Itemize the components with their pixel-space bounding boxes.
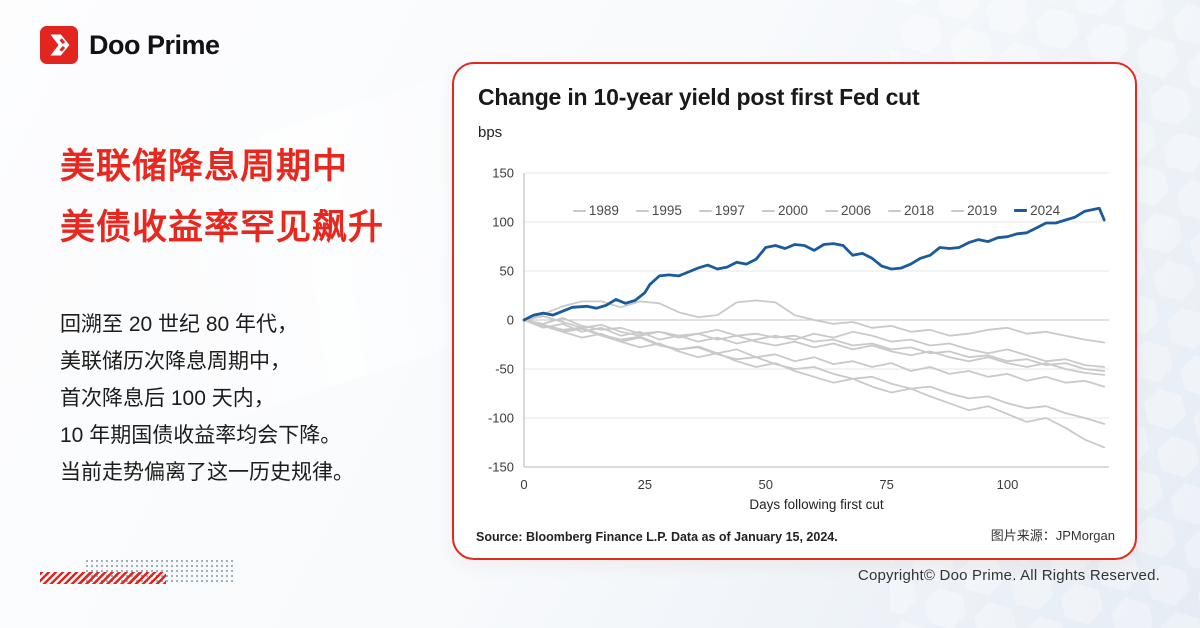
chart-footer: Source: Bloomberg Finance L.P. Data as o… <box>476 525 1115 544</box>
image-credit: 图片来源：JPMorgan <box>990 528 1115 543</box>
series-line-2006 <box>523 315 1106 376</box>
red-stripe-decoration <box>40 572 166 584</box>
legend-label: 2006 <box>841 203 872 218</box>
headline-line-1: 美联储降息周期中 <box>60 147 349 186</box>
x-tick-label-75: 75 <box>879 477 893 492</box>
series-line-2018 <box>523 319 1106 425</box>
source-note: Source: Bloomberg Finance L.P. Data as o… <box>476 530 838 544</box>
legend-label: 2024 <box>1030 203 1061 218</box>
series-line-2019 <box>523 319 1106 449</box>
y-tick-label-50: 50 <box>500 264 514 279</box>
headline-line-2: 美债收益率罕见飙升 <box>60 208 385 247</box>
y-tick-label--50: -50 <box>495 362 514 377</box>
y-tick-label-150: 150 <box>492 166 514 181</box>
legend-swatch <box>888 209 902 212</box>
chart-unit-label: bps <box>478 124 503 141</box>
legend-item-2019: 2019 <box>951 203 997 218</box>
headline: 美联储降息周期中 美债收益率罕见飙升 <box>60 136 384 258</box>
series-line-1997 <box>523 299 1106 344</box>
legend-swatch <box>1014 209 1028 212</box>
chart-card: Change in 10-year yield post first Fed c… <box>452 62 1137 560</box>
y-tick-label--150: -150 <box>488 460 514 475</box>
intro-line-2: 美联储历次降息周期中， <box>60 350 291 373</box>
legend-item-2000: 2000 <box>761 203 808 218</box>
copyright-note: Copyright© Doo Prime. All Rights Reserve… <box>857 567 1160 584</box>
doo-prime-logo: Doo Prime <box>40 26 220 64</box>
doo-prime-logo-icon <box>40 26 78 64</box>
legend-swatch <box>572 209 586 212</box>
series-line-1989 <box>523 319 1106 368</box>
legend-label: 1995 <box>651 203 682 218</box>
legend-item-1997: 1997 <box>698 203 745 218</box>
legend-label: 1989 <box>588 203 619 218</box>
intro-line-5: 当前走势偏离了这一历史规律。 <box>60 461 354 484</box>
line-chart: 150 100 50 0 -50 -100 -150 0 25 50 75 100 Days follo… <box>488 166 1109 512</box>
legend-label: 2000 <box>777 203 808 218</box>
y-tick-label-0: 0 <box>507 313 514 328</box>
legend-item-2006: 2006 <box>825 203 871 218</box>
series-line-2024 <box>522 206 1106 322</box>
legend-item-2024: 2024 <box>1014 203 1060 218</box>
chart-title: Change in 10-year yield post first Fed c… <box>478 84 920 110</box>
legend-label: 2019 <box>967 203 998 218</box>
legend-swatch <box>825 209 838 212</box>
legend-swatch <box>951 209 965 212</box>
intro-line-3: 首次降息后 100 天内， <box>60 387 275 410</box>
intro-paragraph: 回溯至 20 世纪 80 年代， 美联储历次降息周期中， 首次降息后 100 天… <box>60 306 354 491</box>
legend-swatch <box>698 209 712 212</box>
legend-swatch <box>635 209 649 212</box>
x-tick-label-25: 25 <box>638 477 652 492</box>
series-line-1995 <box>523 317 1106 372</box>
logo-wordmark: Doo Prime <box>89 29 220 60</box>
legend-item-2018: 2018 <box>888 203 934 218</box>
chart-legend: 1989 1995 1997 2000 2006 2018 2019 2024 <box>524 203 1109 218</box>
x-tick-label-0: 0 <box>520 477 527 492</box>
y-tick-label--100: -100 <box>488 411 514 426</box>
intro-line-4: 10 年期国债收益率均会下降。 <box>60 424 342 447</box>
legend-swatch <box>761 209 775 212</box>
x-tick-label-100: 100 <box>997 477 1019 492</box>
legend-item-1995: 1995 <box>635 203 682 218</box>
intro-line-1: 回溯至 20 世纪 80 年代， <box>60 313 299 336</box>
x-axis-label: Days following first cut <box>749 497 884 512</box>
legend-label: 1997 <box>714 203 745 218</box>
x-tick-label-50: 50 <box>759 477 773 492</box>
chart-area: 150 100 50 0 -50 -100 -150 0 25 50 75 100 Days follo… <box>476 143 1115 520</box>
legend-label: 2018 <box>904 203 935 218</box>
legend-item-1989: 1989 <box>572 203 619 218</box>
y-tick-label-100: 100 <box>492 215 514 230</box>
